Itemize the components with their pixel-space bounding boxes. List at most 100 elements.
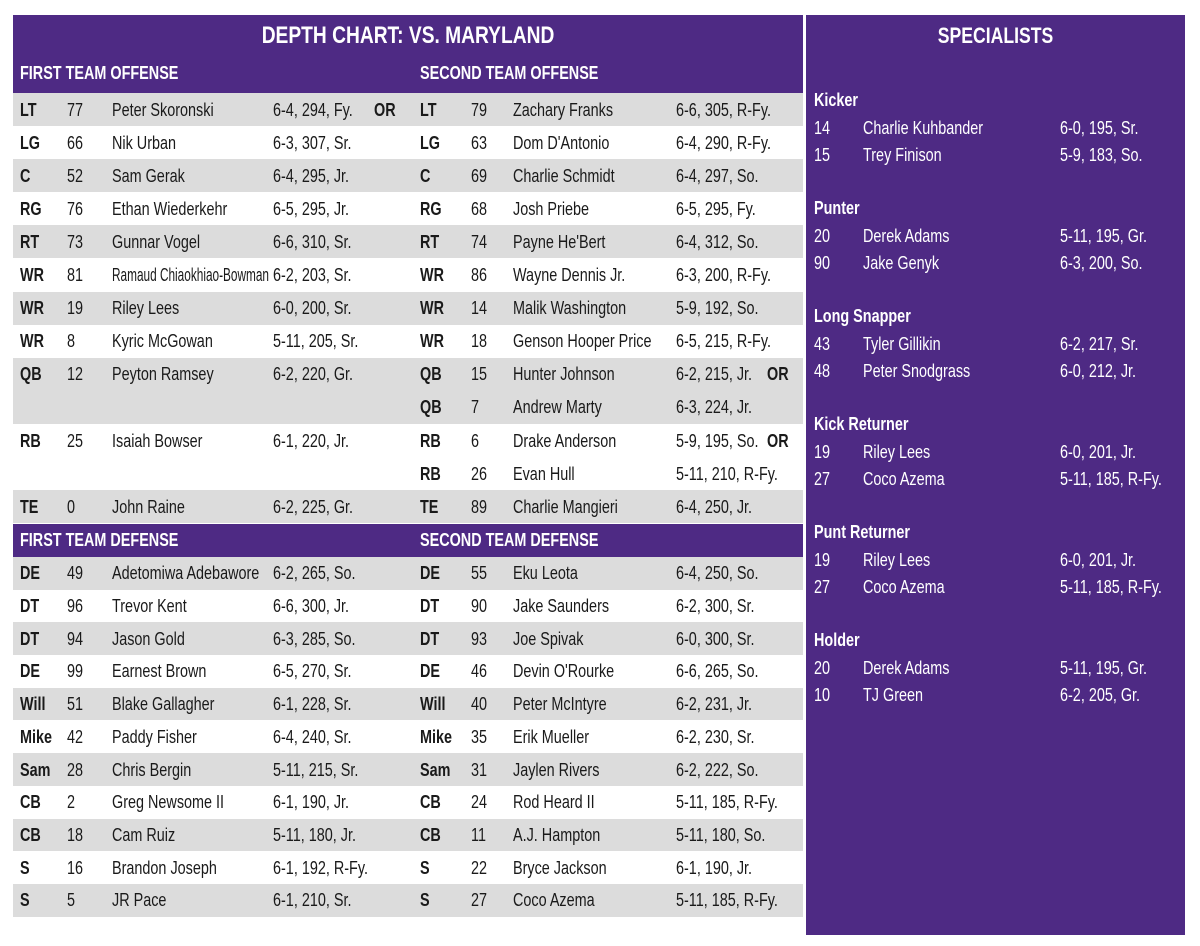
number: 28: [67, 759, 84, 780]
info: 6-0, 201, Jr.: [1060, 442, 1137, 462]
name: Sam Gerak: [112, 165, 185, 186]
position: WR: [20, 331, 44, 352]
position: QB: [20, 364, 42, 385]
info: 6-2, 222, So.: [676, 759, 759, 780]
info: 6-0, 212, Jr.: [1060, 361, 1137, 381]
info: 6-2, 300, Sr.: [676, 596, 755, 617]
number: 63: [471, 132, 488, 153]
row-stripe: [13, 490, 803, 524]
position: C: [20, 165, 31, 186]
position: TE: [420, 496, 439, 517]
name: Blake Gallagher: [112, 694, 215, 715]
number: 27: [814, 469, 831, 489]
number: 43: [814, 334, 831, 354]
name: Peter Skoronski: [112, 99, 214, 120]
number: 73: [67, 231, 84, 252]
info: 6-4, 250, Jr.: [676, 496, 753, 517]
number: 14: [471, 298, 488, 319]
row-stripe: [13, 225, 803, 259]
number: 35: [471, 726, 488, 747]
number: 79: [471, 99, 488, 120]
number: 24: [471, 792, 488, 813]
group-title: Holder: [814, 630, 860, 650]
info: 6-2, 215, Jr.: [676, 364, 753, 385]
number: 31: [471, 759, 488, 780]
number: 14: [814, 118, 831, 138]
row-stripe: [13, 622, 803, 656]
name: Greg Newsome II: [112, 792, 225, 813]
info: 6-1, 210, Sr.: [273, 890, 352, 911]
position: DE: [20, 563, 41, 584]
number: 77: [67, 99, 84, 120]
info: 6-2, 203, Sr.: [273, 265, 352, 286]
position: WR: [420, 331, 444, 352]
row-stripe: [13, 818, 803, 852]
info: 5-11, 185, R-Fy.: [676, 890, 778, 911]
name: Jason Gold: [112, 628, 185, 649]
position: DT: [420, 596, 440, 617]
position: RG: [420, 198, 442, 219]
number: 26: [471, 463, 488, 484]
name: Riley Lees: [112, 298, 180, 319]
number: 89: [471, 496, 488, 517]
info: 5-11, 210, R-Fy.: [676, 463, 778, 484]
number: 74: [471, 231, 488, 252]
specialists-heading: SPECIALISTS: [937, 23, 1054, 48]
info: 5-11, 180, So.: [676, 824, 766, 845]
position: CB: [20, 824, 41, 845]
group-title: Punt Returner: [814, 522, 911, 542]
name: Josh Priebe: [513, 198, 590, 219]
info: 5-11, 195, Gr.: [1060, 658, 1147, 678]
info: 6-5, 295, Fy.: [676, 198, 756, 219]
title: DEPTH CHART: VS. MARYLAND: [261, 22, 555, 49]
info: 6-5, 270, Sr.: [273, 661, 352, 682]
info: 6-2, 225, Gr.: [273, 496, 354, 517]
position: LT: [420, 99, 437, 120]
number: 96: [67, 596, 84, 617]
info: 6-4, 294, Fy.: [273, 99, 353, 120]
row-stripe: [13, 390, 803, 424]
position: C: [420, 165, 431, 186]
number: 20: [814, 658, 831, 678]
name: Bryce Jackson: [513, 857, 607, 878]
name: Devin O'Rourke: [513, 661, 615, 682]
number: 93: [471, 628, 488, 649]
number: 19: [814, 442, 831, 462]
info: 6-1, 220, Jr.: [273, 430, 350, 451]
info: 5-11, 180, Jr.: [273, 824, 356, 845]
name: Evan Hull: [513, 463, 575, 484]
name: Coco Azema: [863, 577, 945, 597]
info: 6-1, 228, Sr.: [273, 694, 352, 715]
number: 48: [814, 361, 831, 381]
group-title: Punter: [814, 198, 860, 218]
position: QB: [420, 364, 442, 385]
number: 46: [471, 661, 488, 682]
info: 6-0, 195, Sr.: [1060, 118, 1139, 138]
info: 6-3, 307, Sr.: [273, 132, 352, 153]
info: 6-5, 215, R-Fy.: [676, 331, 771, 352]
position: Sam: [420, 759, 451, 780]
info: 6-6, 265, So.: [676, 661, 759, 682]
number: 0: [67, 496, 76, 517]
name: Trevor Kent: [112, 596, 187, 617]
name: Brandon Joseph: [112, 857, 217, 878]
position: DE: [420, 563, 441, 584]
number: 55: [471, 563, 488, 584]
number: 68: [471, 198, 488, 219]
position: WR: [20, 298, 44, 319]
position: LT: [20, 99, 37, 120]
info: 6-2, 265, So.: [273, 563, 356, 584]
row-stripe: [13, 753, 803, 786]
number: 2: [67, 792, 76, 813]
number: 20: [814, 226, 831, 246]
number: 40: [471, 694, 488, 715]
info: 6-2, 217, Sr.: [1060, 334, 1139, 354]
info: 6-4, 250, So.: [676, 563, 759, 584]
number: 15: [814, 145, 831, 165]
name: Isaiah Bowser: [112, 430, 203, 451]
number: 69: [471, 165, 488, 186]
or-marker: OR: [767, 430, 789, 451]
name: JR Pace: [112, 890, 167, 911]
info: 6-2, 220, Gr.: [273, 364, 354, 385]
row-stripe: [13, 687, 803, 721]
